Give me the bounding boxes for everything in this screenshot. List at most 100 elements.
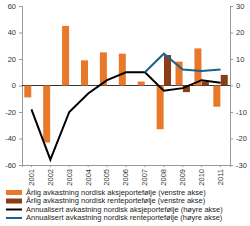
- tick-label: 2010: [197, 169, 206, 186]
- tick-mark: [88, 165, 89, 167]
- tick: 0: [230, 81, 240, 90]
- tick-mark: [19, 33, 22, 34]
- tick: 2010: [197, 165, 206, 186]
- tick-label: -10: [236, 108, 247, 117]
- tick-label: 2007: [140, 169, 149, 186]
- bar: [221, 75, 228, 86]
- tick-mark: [19, 165, 22, 166]
- tick-label: 10: [236, 55, 244, 64]
- tick: 2004: [84, 165, 93, 186]
- tick: -60: [5, 161, 22, 170]
- legend: Årlig avkastning nordisk aksjeportefølje…: [6, 188, 223, 223]
- plot: -60 -40 -20 0 20 40 60 -30 -20 -10 0 10 20 30 2001 2002…: [5, 2, 247, 186]
- tick-mark: [107, 165, 108, 167]
- tick-mark: [182, 165, 183, 167]
- y2-axis: -30 -20 -10 0 10 20 30: [230, 2, 247, 170]
- tick-label: 0: [12, 81, 16, 90]
- bar: [157, 86, 164, 130]
- legend-swatch: [6, 217, 22, 219]
- bar: [202, 82, 209, 86]
- tick: 0: [12, 81, 22, 90]
- tick-mark: [230, 6, 233, 7]
- tick-label: 2002: [46, 169, 55, 186]
- tick: 2001: [27, 165, 36, 186]
- tick-label: 2001: [27, 169, 36, 186]
- bar: [119, 54, 126, 86]
- tick: -40: [5, 134, 22, 143]
- line: [145, 54, 221, 73]
- tick-mark: [163, 165, 164, 167]
- tick-mark: [220, 165, 221, 167]
- tick: 2008: [159, 165, 168, 186]
- tick: 10: [230, 55, 244, 64]
- tick-mark: [230, 59, 233, 60]
- tick-label: 2009: [178, 169, 187, 186]
- tick-mark: [230, 112, 233, 113]
- tick-label: 20: [8, 55, 16, 64]
- bar: [138, 82, 145, 86]
- tick: 2011: [216, 165, 225, 185]
- tick-label: -30: [236, 161, 247, 170]
- tick-mark: [69, 165, 70, 167]
- tick-mark: [50, 165, 51, 167]
- tick-label: 20: [236, 28, 244, 37]
- marks: [24, 26, 227, 160]
- tick-label: 30: [236, 2, 244, 11]
- tick-mark: [19, 112, 22, 113]
- tick-label: 2006: [121, 169, 130, 186]
- axis-line: [231, 7, 234, 166]
- tick-label: -20: [236, 134, 247, 143]
- legend-item: Annualisert avkastning nordisk renteport…: [6, 213, 223, 222]
- bar: [62, 26, 69, 86]
- tick: 2009: [178, 165, 187, 186]
- tick-label: -40: [5, 134, 16, 143]
- tick-label: 2004: [84, 169, 93, 186]
- bar: [24, 86, 31, 98]
- tick-mark: [230, 86, 233, 87]
- tick: -20: [230, 134, 247, 143]
- tick-label: 40: [8, 28, 16, 37]
- tick-label: 2011: [216, 169, 225, 185]
- tick-mark: [144, 165, 145, 167]
- tick-label: 2008: [159, 169, 168, 186]
- legend-swatch: [6, 190, 22, 195]
- tick-label: 2003: [65, 169, 74, 186]
- bar: [81, 60, 88, 85]
- tick-mark: [230, 33, 233, 34]
- tick: 60: [8, 2, 22, 11]
- tick: 20: [8, 55, 22, 64]
- tick: 40: [8, 28, 22, 37]
- tick: 2002: [46, 165, 55, 186]
- tick-label: 60: [8, 2, 16, 11]
- tick-mark: [19, 6, 22, 7]
- tick-label: -60: [5, 161, 16, 170]
- tick: 20: [230, 28, 244, 37]
- tick-label: 2005: [102, 169, 111, 186]
- tick-label: -20: [5, 108, 16, 117]
- tick: 2005: [102, 165, 111, 186]
- tick: 2006: [121, 165, 130, 186]
- tick: -10: [230, 108, 247, 117]
- axis-line: [23, 166, 231, 168]
- x-axis: 2001 2002 2003 2004 2005 2006 2007 2008 2009 2010…: [23, 165, 231, 186]
- bar: [43, 86, 50, 143]
- line: [31, 72, 220, 159]
- tick: -20: [5, 108, 22, 117]
- tick-mark: [31, 165, 32, 167]
- legend-label: Annualisert avkastning nordisk renteport…: [26, 213, 223, 222]
- tick-label: 0: [236, 81, 240, 90]
- tick-mark: [19, 139, 22, 140]
- tick: 30: [230, 2, 244, 11]
- tick-mark: [230, 139, 233, 140]
- tick-mark: [201, 165, 202, 167]
- axis-line: [19, 7, 23, 166]
- y-axis: -60 -40 -20 0 20 40 60: [5, 2, 22, 170]
- tick-mark: [19, 86, 22, 87]
- bar: [213, 86, 220, 107]
- tick: 2003: [65, 165, 74, 186]
- tick-mark: [19, 59, 22, 60]
- legend-swatch: [6, 199, 22, 204]
- tick-mark: [126, 165, 127, 167]
- tick: -30: [230, 161, 247, 170]
- tick: 2007: [140, 165, 149, 186]
